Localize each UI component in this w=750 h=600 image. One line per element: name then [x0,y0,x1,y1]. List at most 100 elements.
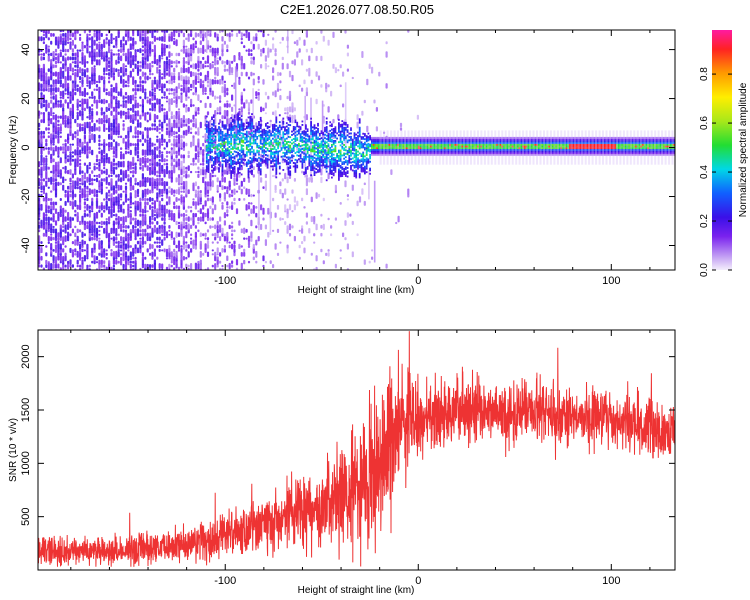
spectrogram-cell [141,245,144,248]
spectrogram-cell [187,86,190,93]
spectrogram-cell [311,147,314,149]
spectrogram-cell [54,161,58,167]
spectrogram-cell [95,193,99,198]
spectrogram-cell [209,217,212,221]
spectrogram-cell [100,259,103,265]
spectrogram-cell [146,127,149,131]
spectrogram-cell [79,264,82,268]
spectrogram-cell [348,132,351,135]
spectrogram-cell [259,142,262,145]
spectrogram-cell [74,149,77,156]
spectrogram-cell [228,60,231,65]
spectrogram-cell [71,115,74,120]
spectrogram-cell [267,95,270,100]
spectrogram-cell [247,48,251,53]
spectrogram-cell [351,251,354,258]
spectrogram-cell [141,173,144,179]
spectrogram-cell [247,161,250,163]
spectrogram-cell [313,151,316,154]
spectrogram-cell [255,250,258,258]
spectrogram-cell [86,190,89,193]
spectrogram-cell [108,76,111,80]
spectrogram-cell [139,48,142,54]
spectrogram-cell [226,100,229,103]
spectrogram-cell [187,244,190,249]
spectrogram-cell [204,60,207,65]
spectrogram-cell [146,44,149,49]
spectrogram-cell [225,163,227,166]
spectrogram-cell [110,266,113,270]
spectrogram-cell [64,209,67,213]
spectrogram-cell [320,159,323,162]
spectrogram-cell [95,88,99,91]
spectrogram-cell [161,164,164,172]
spectrogram-cell [334,126,337,129]
spectrogram-cell [199,60,202,64]
spectrogram-cell [346,149,349,152]
spectrogram-cell [67,260,70,264]
spectrogram-cell [173,100,176,103]
spectrogram-cell [231,106,234,112]
spectrogram-cell [76,114,79,120]
spectrogram-cell [303,140,305,143]
spectrogram-cell [329,167,332,170]
spectrogram-cell [57,36,60,42]
spectrogram-cell [141,156,144,164]
spectrogram-cell [313,174,316,176]
spectrogram-cell [40,255,43,261]
spectrogram-cell [105,266,108,270]
spectrogram-cell [165,141,169,148]
spectrogram-cell [282,136,285,139]
spectrogram-cell [52,95,55,100]
spectrogram-cell [173,189,176,194]
spectrogram-cell [122,252,125,257]
spectrogram-cell [276,204,280,210]
spectrogram-cell [226,189,229,195]
spectrogram-cell [273,151,276,154]
spectrogram-cell [67,82,70,89]
spectrogram-cell [57,53,60,56]
spectrogram-cell [74,200,77,207]
spectrogram-cell [207,130,210,132]
spectrogram-cell [348,146,351,149]
spectrogram-cell [124,96,128,99]
spectrogram-cell [156,236,159,241]
spectrogram-cell [293,196,296,203]
spectrogram-cell [177,243,181,250]
spectrogram-cell [40,190,43,193]
spectrogram-cell [108,133,111,140]
spectrogram-cell [134,208,137,215]
spectrogram-cell [71,67,74,73]
spectrogram-cell [339,141,342,143]
spectrogram-cell [120,177,123,183]
spectrogram-cell [47,261,50,264]
spectrogram-cell [173,216,176,222]
spectrogram-cell [344,168,347,171]
spectrogram-cell [303,133,305,136]
spectrogram-cell [67,262,70,270]
spectrogram-cell [185,185,188,190]
spectrogram-cell [273,146,276,148]
spectrogram-cell [98,142,101,147]
spectrogram-cell [331,171,333,174]
spectrogram-cell [209,138,212,141]
spectrogram-cell [190,209,193,213]
spectrogram-cell [168,186,171,190]
spectrogram-cell [83,145,86,152]
spectrogram-cell [289,124,292,127]
spectrogram-cell [275,140,278,143]
spectrogram-cell [266,158,269,160]
spectrogram-cell [88,30,91,33]
spectrogram-cell [105,220,108,226]
spectrogram-cell [182,181,185,187]
spectrogram-cell [223,150,226,152]
spectrogram-cell [134,131,137,135]
spectrogram-cell [221,132,224,135]
spectrogram-cell [216,259,219,265]
spectrogram-cell [185,61,188,64]
spectrogram-cell [192,212,195,218]
spectrogram-cell [219,267,222,270]
spectrogram-cell [69,115,72,119]
spectrogram-cell [64,200,67,206]
spectrogram-cell [252,159,255,162]
